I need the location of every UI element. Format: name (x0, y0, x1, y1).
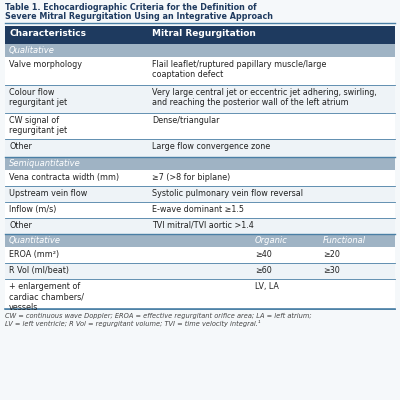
Bar (5, 218, 395, 234)
Bar (5, 57, 395, 85)
Text: LV, LA: LV, LA (255, 282, 279, 291)
Text: ≥20: ≥20 (323, 250, 340, 259)
Text: Very large central jet or eccentric jet adhering, swirling,
and reaching the pos: Very large central jet or eccentric jet … (152, 88, 377, 107)
Bar (5, 26, 395, 44)
Text: Flail leaflet/ruptured papillary muscle/large
coaptation defect: Flail leaflet/ruptured papillary muscle/… (152, 60, 326, 79)
Bar (5, 139, 395, 157)
Text: ≥40: ≥40 (255, 250, 272, 259)
Text: R Vol (ml/beat): R Vol (ml/beat) (9, 266, 69, 275)
Text: TVI mitral/TVI aortic >1.4: TVI mitral/TVI aortic >1.4 (152, 221, 254, 230)
Text: ≥60: ≥60 (255, 266, 272, 275)
Text: CW = continuous wave Doppler; EROA = effective regurgitant orifice area; LA = le: CW = continuous wave Doppler; EROA = eff… (5, 313, 312, 327)
Text: Systolic pulmonary vein flow reversal: Systolic pulmonary vein flow reversal (152, 189, 303, 198)
Text: Upstream vein flow: Upstream vein flow (9, 189, 87, 198)
Text: Characteristics: Characteristics (9, 29, 86, 38)
Bar (5, 113, 395, 139)
Bar (5, 247, 395, 263)
Text: E-wave dominant ≥1.5: E-wave dominant ≥1.5 (152, 205, 244, 214)
Text: CW signal of
regurgitant jet: CW signal of regurgitant jet (9, 116, 67, 135)
Bar (5, 85, 395, 113)
Text: Inflow (m/s): Inflow (m/s) (9, 205, 56, 214)
Bar (5, 234, 395, 247)
Text: Other: Other (9, 142, 32, 151)
Text: Table 1. Echocardiographic Criteria for the Definition of: Table 1. Echocardiographic Criteria for … (5, 3, 257, 12)
Text: Vena contracta width (mm): Vena contracta width (mm) (9, 173, 119, 182)
Text: Quantitative: Quantitative (9, 236, 61, 245)
Text: Organic: Organic (255, 236, 288, 245)
Bar (5, 157, 395, 170)
Text: ≥30: ≥30 (323, 266, 340, 275)
Bar (5, 279, 395, 309)
Text: Dense/triangular: Dense/triangular (152, 116, 220, 125)
Text: + enlargement of
cardiac chambers/
vessels: + enlargement of cardiac chambers/ vesse… (9, 282, 84, 312)
Text: EROA (mm²): EROA (mm²) (9, 250, 59, 259)
Bar (5, 202, 395, 218)
Text: Mitral Regurgitation: Mitral Regurgitation (152, 29, 256, 38)
Text: Colour flow
regurgitant jet: Colour flow regurgitant jet (9, 88, 67, 107)
Text: Functional: Functional (323, 236, 366, 245)
Text: Semiquantitative: Semiquantitative (9, 159, 81, 168)
Text: Qualitative: Qualitative (9, 46, 55, 55)
Bar (5, 186, 395, 202)
Text: Other: Other (9, 221, 32, 230)
Text: Severe Mitral Regurgitation Using an Integrative Approach: Severe Mitral Regurgitation Using an Int… (5, 12, 273, 21)
Bar (5, 44, 395, 57)
Text: ≥7 (>8 for biplane): ≥7 (>8 for biplane) (152, 173, 230, 182)
Text: Valve morphology: Valve morphology (9, 60, 82, 69)
Bar (5, 170, 395, 186)
Text: Large flow convergence zone: Large flow convergence zone (152, 142, 270, 151)
Bar (5, 263, 395, 279)
